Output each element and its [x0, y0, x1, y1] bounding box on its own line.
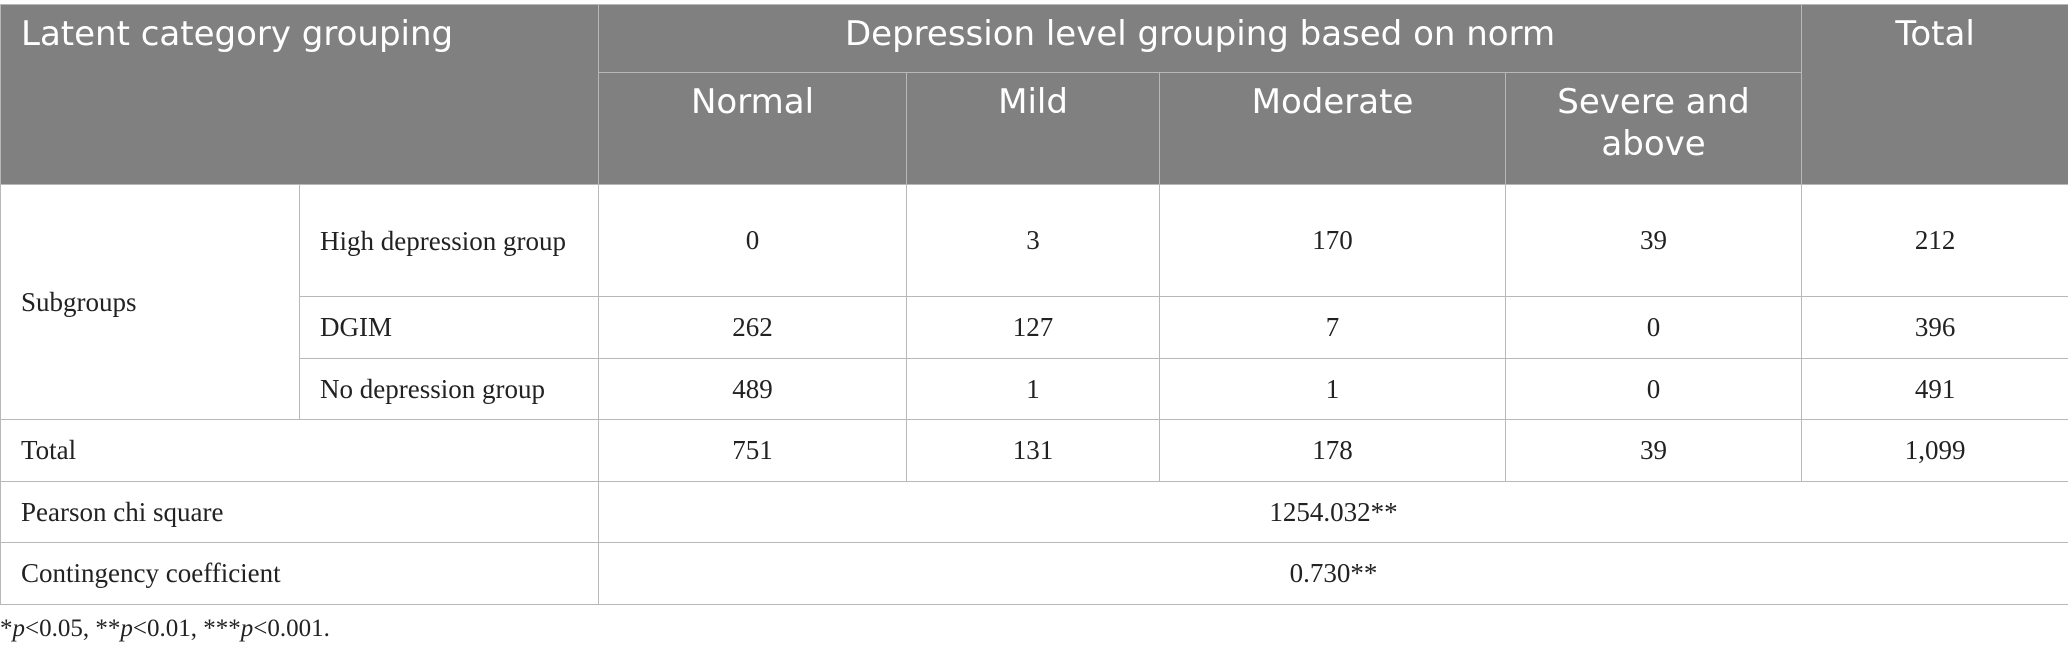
footnote-p: p	[120, 615, 133, 642]
contingency-row: Contingency coefficient 0.730**	[0, 542, 2068, 605]
cell-value: 39	[1505, 419, 1803, 482]
cell-value: 3	[906, 184, 1161, 297]
table-row: Subgroups High depression group 0 3 170 …	[0, 184, 2068, 420]
pearson-label: Pearson chi square	[0, 481, 600, 543]
cell-value: 131	[906, 419, 1161, 482]
footnote-p: p	[12, 615, 26, 642]
cell-value: 178	[1159, 419, 1507, 482]
total-row-label: Total	[0, 419, 600, 482]
footnote-p: p	[240, 615, 254, 642]
cell-total: 396	[1801, 296, 2068, 359]
header-total: Total	[1801, 4, 2068, 185]
header-depression-level-grouping: Depression level grouping based on norm	[598, 4, 1803, 73]
cell-value: 127	[906, 296, 1161, 359]
cell-value: 0	[598, 184, 908, 297]
total-row: Total 751 131 178 39 1,099	[0, 419, 2068, 482]
header-level-severe: Severe and above	[1505, 72, 1803, 185]
footnote-text: <0.001.	[253, 615, 330, 642]
cell-total: 491	[1801, 358, 2068, 420]
cell-value: 1	[906, 358, 1161, 420]
footnote-text: <0.05, **	[25, 615, 121, 642]
pearson-value: 1254.032**	[598, 481, 2068, 543]
cell-value: 0	[1505, 296, 1803, 359]
cell-value: 7	[1159, 296, 1507, 359]
table-header: Latent category grouping Depression leve…	[0, 4, 2068, 185]
contingency-label: Contingency coefficient	[0, 542, 600, 605]
row-name: No depression group	[298, 358, 600, 420]
table-row: No depression group 489 1 1 0 491	[1, 358, 2068, 420]
pearson-row: Pearson chi square 1254.032**	[0, 481, 2068, 543]
header-latent-category: Latent category grouping	[0, 4, 600, 185]
contingency-value: 0.730**	[598, 542, 2068, 605]
results-table: Latent category grouping Depression leve…	[0, 4, 2068, 605]
footnote-star: *	[0, 615, 13, 642]
cell-value: 0	[1505, 358, 1803, 420]
header-level-normal: Normal	[598, 72, 908, 185]
cell-total: 1,099	[1801, 419, 2068, 482]
cell-value: 170	[1159, 184, 1507, 297]
subgroups-label: Subgroups	[0, 184, 300, 420]
cell-value: 489	[598, 358, 908, 420]
row-name: High depression group	[298, 184, 600, 297]
row-name: DGIM	[298, 296, 600, 359]
cell-value: 262	[598, 296, 908, 359]
cell-total: 212	[1801, 184, 2068, 297]
table-row: DGIM 262 127 7 0 396	[1, 296, 2068, 359]
footnote-text: <0.01, ***	[132, 615, 241, 642]
footnote: *p<0.05, **p<0.01, ***p<0.001.	[0, 615, 330, 643]
header-level-moderate: Moderate	[1159, 72, 1507, 185]
cell-value: 751	[598, 419, 908, 482]
cell-value: 1	[1159, 358, 1507, 420]
cell-value: 39	[1505, 184, 1803, 297]
header-level-mild: Mild	[906, 72, 1161, 185]
